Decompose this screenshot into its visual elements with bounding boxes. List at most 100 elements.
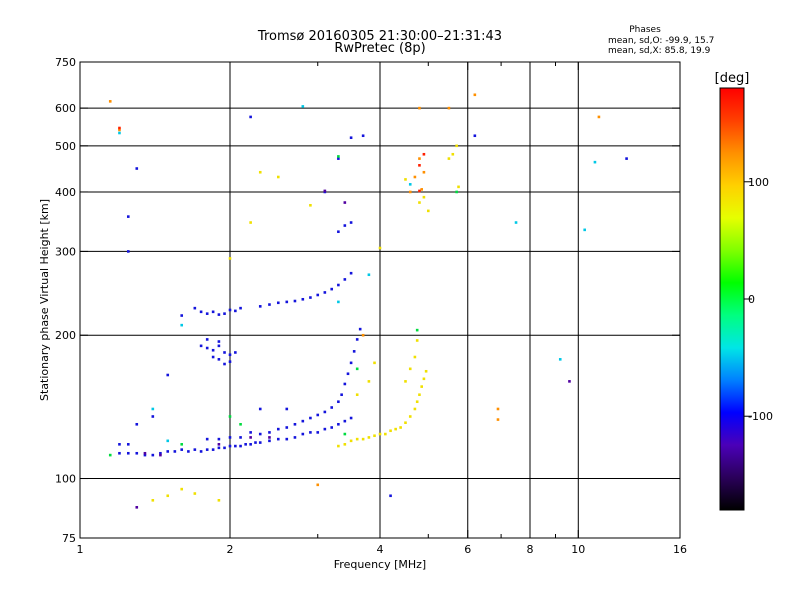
echo-point (413, 407, 417, 411)
echo-point (199, 310, 203, 314)
echo-point (285, 407, 289, 411)
echo-point (384, 432, 387, 436)
echo-point (166, 373, 170, 377)
echo-point (316, 293, 320, 297)
echo-point (205, 338, 209, 341)
echo-point (415, 328, 419, 332)
echo-point (239, 436, 242, 439)
x-tick-label: 8 (527, 543, 534, 556)
echo-point (258, 170, 262, 174)
echo-point (258, 305, 262, 308)
echo-point (118, 443, 121, 446)
echo-point (239, 444, 242, 448)
echo-point (346, 372, 350, 376)
echo-point (166, 450, 170, 453)
echo-point (151, 499, 155, 502)
echo-point (337, 300, 340, 304)
echo-point (217, 499, 221, 502)
echo-point (394, 427, 397, 431)
chart-subtitle: RwPretec (8p) (334, 41, 425, 56)
echo-point (447, 106, 451, 110)
echo-point (180, 323, 184, 327)
echo-point (408, 415, 412, 418)
echo-point (316, 431, 320, 434)
echo-point (343, 201, 347, 204)
echo-point (268, 431, 271, 434)
echo-point (193, 492, 197, 495)
echo-point (455, 190, 458, 194)
echo-point (422, 170, 426, 174)
echo-point (337, 157, 340, 160)
echo-point (323, 410, 327, 414)
echo-point (285, 426, 289, 429)
echo-point (361, 134, 365, 138)
echo-point (349, 221, 353, 224)
echo-point (180, 487, 184, 491)
axis-ticks: 1 2 4 6 8 10 16 75 100 200 300 400 500 600 750 (55, 56, 687, 556)
echo-point (373, 434, 376, 438)
echo-point (343, 419, 347, 423)
y-tick-label: 300 (55, 245, 76, 258)
echo-point (367, 273, 371, 277)
echo-point (180, 443, 184, 446)
echo-point (426, 209, 430, 213)
echo-point (343, 432, 347, 436)
echo-point (293, 436, 297, 439)
x-tick-label: 2 (227, 543, 234, 556)
echo-point (293, 299, 297, 303)
echo-point (415, 400, 419, 404)
chart-title: Tromsø 20160305 21:30:00–21:31:43 (257, 29, 502, 44)
y-tick-label: 100 (55, 473, 76, 486)
echo-point (389, 429, 392, 433)
echo-point (473, 93, 477, 97)
colorbar-tick-label: 0 (748, 293, 755, 306)
echo-point (205, 312, 209, 315)
echo-point (340, 393, 343, 397)
echo-point (420, 385, 423, 388)
echo-point (276, 175, 280, 179)
echo-point (211, 310, 215, 314)
echo-point (309, 416, 312, 420)
echo-point (180, 448, 184, 451)
echo-point (378, 432, 382, 436)
echo-point (404, 178, 407, 181)
echo-point (205, 437, 209, 441)
echo-point (205, 448, 209, 451)
echo-point (404, 380, 407, 383)
echo-point (217, 443, 221, 446)
x-tick-label: 6 (464, 543, 471, 556)
stats-heading: Phases (629, 25, 661, 35)
echo-point (173, 450, 177, 453)
echo-point (223, 312, 226, 315)
echo-point (316, 413, 320, 417)
echo-point (330, 426, 334, 429)
echo-point (217, 340, 221, 343)
echo-point (151, 415, 155, 418)
echo-point (217, 344, 221, 348)
echo-point (337, 444, 340, 448)
echo-point (108, 100, 112, 103)
echo-point (301, 419, 305, 423)
grid-lines (80, 62, 680, 538)
echo-point (228, 415, 232, 418)
echo-point (249, 443, 252, 446)
echo-point (135, 422, 139, 426)
echo-point (583, 228, 586, 232)
echo-point (323, 189, 327, 193)
echo-point (309, 296, 312, 299)
echo-point (349, 136, 353, 140)
echo-point (234, 309, 237, 313)
echo-point (355, 367, 359, 371)
echo-point (228, 444, 232, 448)
echo-point (558, 358, 562, 361)
echo-point (249, 221, 252, 224)
echo-point (343, 382, 347, 386)
echo-point (358, 327, 362, 331)
echo-point (373, 361, 376, 365)
echo-point (337, 155, 340, 158)
y-tick-label: 750 (55, 56, 76, 69)
echo-point (413, 175, 417, 179)
echo-point (418, 157, 421, 160)
echo-point (126, 451, 130, 455)
